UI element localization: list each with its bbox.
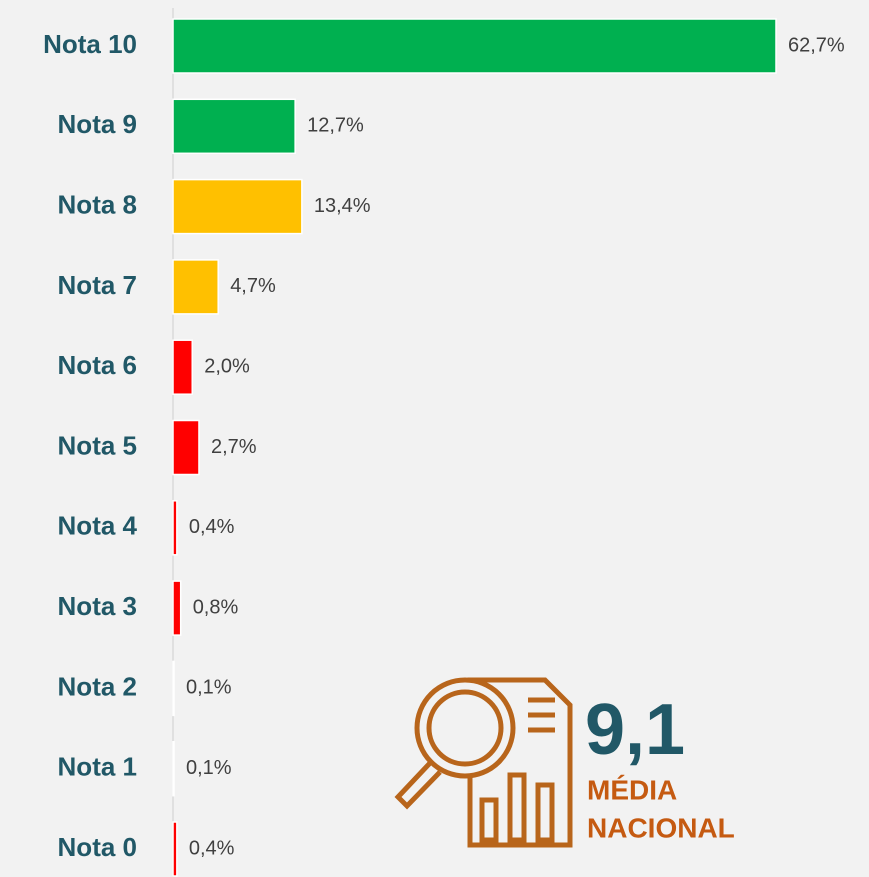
data-label: 0,4% [189, 837, 235, 859]
data-label: 0,1% [186, 677, 232, 699]
icon [394, 677, 573, 848]
bar [172, 419, 200, 476]
data-label: 0,4% [189, 516, 235, 538]
category-label: Nota 10 [43, 29, 137, 59]
category-label: Nota 2 [58, 671, 137, 701]
bar [172, 660, 175, 717]
category-label: Nota 1 [58, 752, 137, 782]
category-label: Nota 0 [58, 832, 137, 862]
category-label: Nota 6 [58, 350, 137, 380]
bar [172, 740, 175, 797]
data-label: 2,0% [204, 355, 250, 377]
category-label: Nota 4 [58, 511, 138, 541]
category-label: Nota 3 [58, 591, 137, 621]
caption: MÉDIA [587, 774, 677, 805]
category-label: Nota 8 [58, 189, 137, 219]
data-label: 62,7% [788, 34, 845, 56]
bar [172, 500, 178, 556]
average-value: 9,1 [585, 690, 685, 770]
data-label: 0,1% [186, 757, 232, 779]
data-label: 4,7% [230, 275, 276, 297]
bar [172, 178, 303, 235]
category-label: Nota 7 [58, 270, 137, 300]
category-label: Nota 5 [58, 430, 137, 460]
bar [172, 339, 193, 395]
bar [172, 821, 178, 877]
bar [172, 259, 219, 315]
data-label: 2,7% [211, 436, 257, 458]
data-label: 12,7% [307, 115, 364, 137]
data-label: 0,8% [193, 596, 239, 618]
data-label: 13,4% [314, 195, 371, 217]
caption: NACIONAL [587, 812, 735, 843]
category-label: Nota 9 [58, 109, 137, 139]
bar [172, 580, 182, 636]
bar [172, 98, 296, 155]
bar [172, 18, 777, 74]
